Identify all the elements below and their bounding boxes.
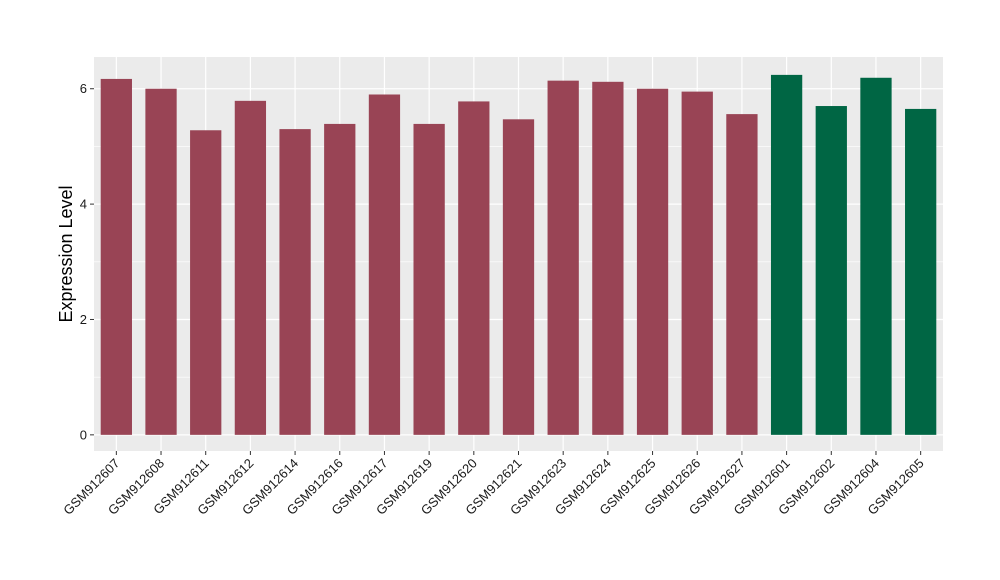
bar (502, 119, 535, 435)
y-axis: 0 2 4 6 (80, 81, 94, 442)
bars (100, 74, 937, 435)
bar (770, 74, 803, 435)
x-axis: GSM912607GSM912608GSM912611GSM912612GSM9… (60, 451, 927, 518)
y-tick-label: 0 (80, 427, 87, 442)
bar (636, 88, 669, 435)
y-tick-label: 4 (80, 197, 87, 212)
bar (860, 77, 892, 435)
bar (324, 123, 356, 435)
bar (726, 114, 758, 435)
bar (458, 101, 490, 435)
bar (681, 91, 713, 435)
bar (279, 129, 311, 435)
y-axis-title: Expression Level (56, 185, 76, 322)
y-tick-label: 6 (80, 81, 87, 96)
bar (145, 88, 177, 435)
bar (413, 123, 445, 435)
y-tick-label: 2 (80, 312, 87, 327)
bar (234, 100, 267, 435)
bar (547, 80, 579, 435)
bar (368, 94, 401, 435)
bar (190, 130, 222, 435)
bar (592, 81, 624, 435)
bar (815, 106, 847, 435)
bar (905, 108, 937, 435)
bar (100, 78, 132, 435)
